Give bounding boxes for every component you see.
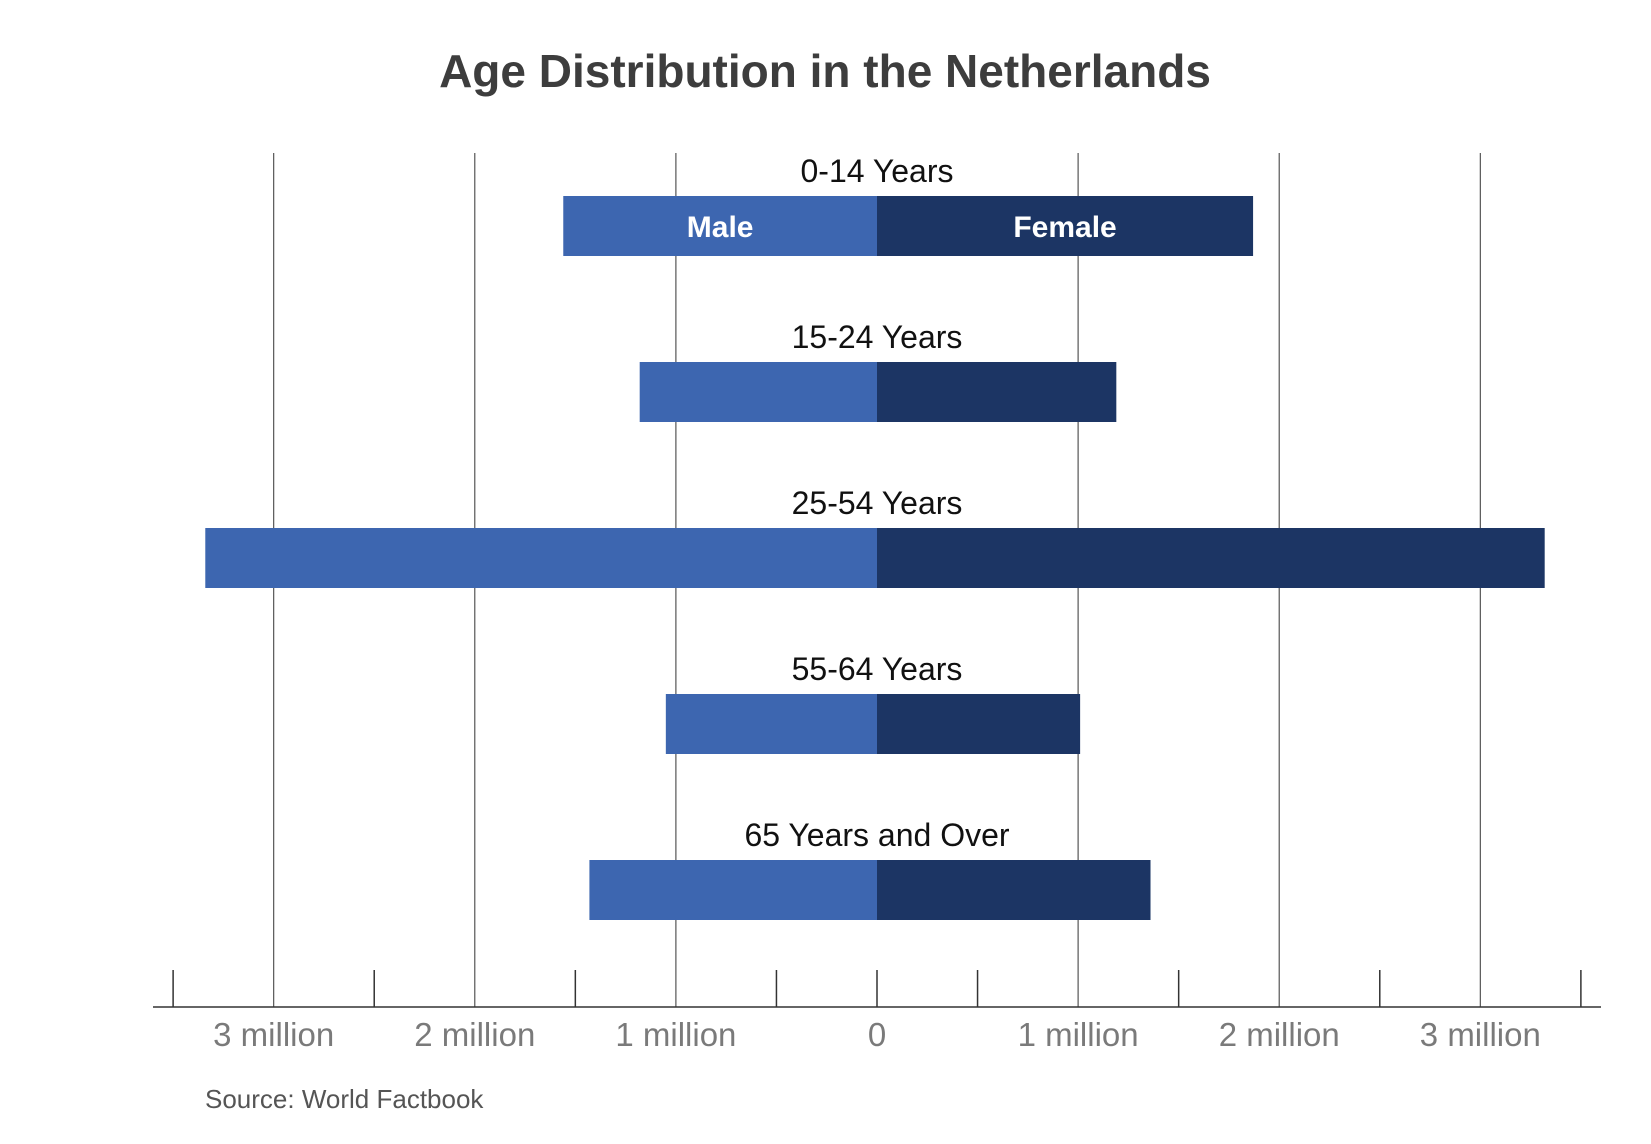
legend-male: Male bbox=[687, 211, 754, 244]
x-tick-label-3: 0 bbox=[868, 1016, 886, 1053]
bar-male-1 bbox=[639, 362, 877, 422]
bars: Male Female bbox=[205, 196, 1545, 920]
legend-female: Female bbox=[1013, 211, 1116, 244]
category-label-3: 55-64 Years bbox=[792, 651, 963, 687]
x-tick-label-6: 3 million bbox=[1420, 1016, 1541, 1053]
bar-female-1 bbox=[877, 362, 1117, 422]
bar-female-3 bbox=[877, 694, 1081, 754]
category-label-0: 0-14 Years bbox=[800, 153, 953, 189]
bar-male-2 bbox=[205, 528, 878, 588]
bar-male-4 bbox=[589, 860, 877, 920]
x-tick-label-1: 2 million bbox=[414, 1016, 535, 1053]
chart-title: Age Distribution in the Netherlands bbox=[439, 45, 1211, 97]
bar-male-3 bbox=[665, 694, 877, 754]
x-tick-label-5: 2 million bbox=[1219, 1016, 1340, 1053]
x-axis: 3 million 2 million 1 million 0 1 million 2 m… bbox=[153, 970, 1601, 1053]
bar-female-2 bbox=[877, 528, 1545, 588]
bar-female-0 bbox=[877, 196, 1254, 256]
x-tick-label-2: 1 million bbox=[615, 1016, 736, 1053]
bar-female-4 bbox=[877, 860, 1151, 920]
x-tick-label-4: 1 million bbox=[1018, 1016, 1139, 1053]
x-tick-label-0: 3 million bbox=[213, 1016, 334, 1053]
category-labels: 0-14 Years 15-24 Years 25-54 Years 55-64 Ye… bbox=[744, 153, 1009, 853]
category-label-1: 15-24 Years bbox=[792, 319, 963, 355]
bar-male-0 bbox=[563, 196, 877, 256]
source-note: Source: World Factbook bbox=[205, 1084, 484, 1114]
category-label-2: 25-54 Years bbox=[792, 485, 963, 521]
category-label-4: 65 Years and Over bbox=[744, 817, 1009, 853]
